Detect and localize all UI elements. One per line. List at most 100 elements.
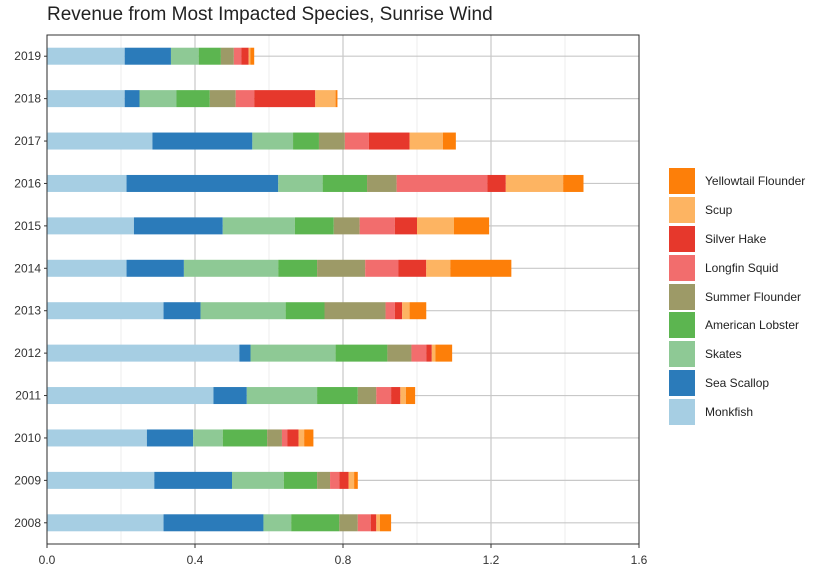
bar-segment xyxy=(317,387,358,405)
bar-segment xyxy=(394,302,403,320)
bar-segment xyxy=(400,387,406,405)
bar-segment xyxy=(47,174,127,192)
y-tick-label: 2016 xyxy=(14,176,41,190)
y-tick-label: 2011 xyxy=(15,389,41,403)
bar-segment xyxy=(291,514,340,532)
bar-segment xyxy=(398,259,427,277)
bar-segment xyxy=(417,217,454,235)
bar-segment xyxy=(183,259,279,277)
bar-segment xyxy=(505,174,564,192)
y-tick-label: 2010 xyxy=(14,431,41,445)
bar-segment xyxy=(47,302,164,320)
bar-segment xyxy=(402,302,410,320)
bar-segment xyxy=(287,429,299,447)
bar-segment xyxy=(193,429,223,447)
bar-segment xyxy=(248,47,251,65)
y-tick-label: 2015 xyxy=(14,219,41,233)
legend-swatch xyxy=(669,225,695,252)
bar-segment xyxy=(235,90,255,108)
bar-segment xyxy=(385,302,395,320)
legend-swatch xyxy=(669,168,695,194)
x-tick-label: 1.2 xyxy=(483,553,500,567)
bar-segment xyxy=(317,471,331,489)
bar-segment xyxy=(232,471,284,489)
bar-segment xyxy=(354,471,358,489)
bar-segment xyxy=(139,90,177,108)
bar-segment xyxy=(339,471,349,489)
bar-segment xyxy=(387,344,412,362)
bar-segment xyxy=(47,132,153,150)
bar-segment xyxy=(239,344,251,362)
bar-segment xyxy=(359,217,395,235)
bar-segment xyxy=(47,217,134,235)
x-tick-label: 1.6 xyxy=(631,553,648,567)
bar-segment xyxy=(318,132,345,150)
x-tick-label: 0.8 xyxy=(335,553,352,567)
bar-segment xyxy=(435,344,453,362)
bar-segment xyxy=(335,344,388,362)
legend-label: Silver Hake xyxy=(705,231,767,246)
legend: Yellowtail Flounder Scup Silver Hake Longfi… xyxy=(669,167,819,427)
bar-segment xyxy=(380,514,392,532)
legend-label: Summer Flounder xyxy=(705,289,802,304)
bar-segment xyxy=(152,132,253,150)
bar-segment xyxy=(396,174,488,192)
bar-segment xyxy=(170,47,199,65)
legend-swatch xyxy=(669,283,695,310)
y-tick-label: 2017 xyxy=(14,134,41,148)
legend-label: American Lobster xyxy=(705,318,800,333)
bar-segment xyxy=(454,217,490,235)
bar-segment xyxy=(304,429,314,447)
bar-segment xyxy=(47,47,125,65)
legend-item: Longfin Squid xyxy=(669,254,819,283)
bar-segment xyxy=(450,259,512,277)
bar-segment xyxy=(294,217,334,235)
legend-label: Yellowtail Flounder xyxy=(705,174,806,188)
bar-segment xyxy=(47,90,125,108)
bar-segment xyxy=(124,90,140,108)
bar-segment xyxy=(263,514,292,532)
bar-segment xyxy=(267,429,282,447)
bar-segment xyxy=(315,90,336,108)
legend-item: Skates xyxy=(669,340,819,369)
bar-segment xyxy=(47,429,147,447)
bar-segment xyxy=(322,174,368,192)
bar-segment xyxy=(209,90,236,108)
bar-segment xyxy=(254,90,316,108)
bar-segment xyxy=(213,387,247,405)
bar-segment xyxy=(411,344,427,362)
legend-label: Sea Scallop xyxy=(705,376,770,391)
y-tick-label: 2014 xyxy=(14,261,41,275)
bar-segment xyxy=(252,132,294,150)
bar-segment xyxy=(133,217,223,235)
bar-segment xyxy=(250,47,255,65)
y-tick-label: 2013 xyxy=(14,304,41,318)
bar-segment xyxy=(370,514,377,532)
bar-segment xyxy=(333,217,360,235)
bar-segment xyxy=(293,132,319,150)
y-tick-label: 2018 xyxy=(14,92,41,106)
bar-segment xyxy=(368,132,410,150)
legend-item: Summer Flounder xyxy=(669,283,819,312)
bar-segment xyxy=(563,174,584,192)
bar-segment xyxy=(47,471,155,489)
y-tick-label: 2012 xyxy=(14,346,41,360)
bar-segment xyxy=(409,302,427,320)
bar-segment xyxy=(394,217,417,235)
bar-segment xyxy=(222,429,268,447)
bar-segment xyxy=(47,387,214,405)
plot-border xyxy=(46,34,640,545)
bar-segment xyxy=(426,259,451,277)
bar-segment xyxy=(330,471,340,489)
bar-segment xyxy=(357,514,371,532)
bar-segment xyxy=(442,132,456,150)
bar-segment xyxy=(163,302,201,320)
legend-swatch xyxy=(669,312,695,339)
legend-item: Silver Hake xyxy=(669,225,819,254)
legend-label: Longfin Squid xyxy=(705,260,779,275)
bar-segment xyxy=(176,90,210,108)
bar-segment xyxy=(357,387,377,405)
bar-segment xyxy=(222,217,295,235)
bar-segment xyxy=(250,344,336,362)
